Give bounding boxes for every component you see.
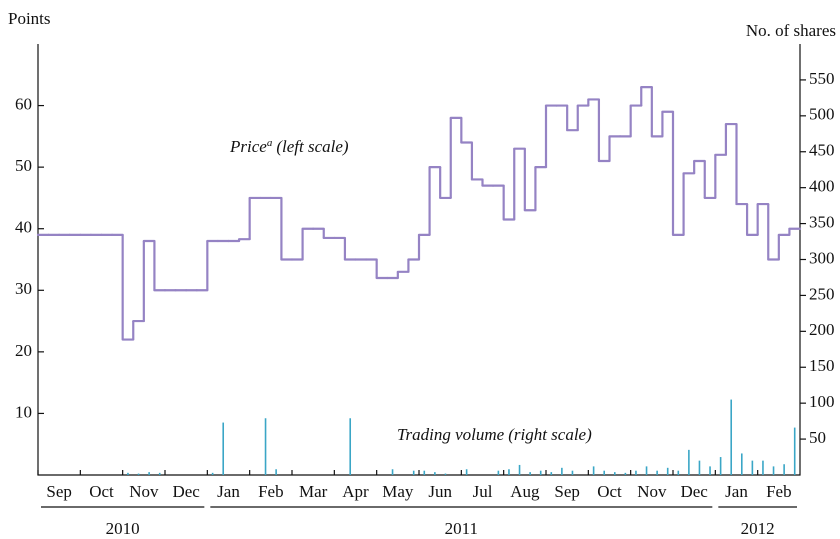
volume-bar (550, 472, 553, 475)
volume-bar (539, 470, 542, 475)
volume-bar (561, 467, 563, 475)
volume-bar (412, 470, 415, 475)
volume-bar (423, 470, 426, 475)
volume-bar (677, 470, 680, 475)
annotation-note: a (267, 137, 273, 149)
volume-bar (518, 464, 521, 475)
volume-bar (666, 467, 669, 475)
x-tick-label: Oct (597, 482, 622, 501)
volume-bar (688, 449, 690, 475)
annotation-suffix: (left scale) (276, 137, 349, 156)
y-tick-label: 60 (15, 94, 32, 113)
y2-tick-label: 400 (809, 177, 835, 196)
volume-bar (592, 466, 595, 475)
y2-tick-label: 50 (809, 428, 826, 447)
annotation-text: Trading volume (397, 425, 505, 444)
year-label: 2010 (106, 519, 140, 538)
x-tick-label: Sep (46, 482, 72, 501)
volume-bar (730, 399, 733, 475)
x-tick-label: Jun (428, 482, 452, 501)
volume-bar (740, 453, 743, 475)
volume-bar (571, 470, 574, 475)
x-tick-label: Mar (299, 482, 328, 501)
x-tick-label: Dec (172, 482, 200, 501)
x-tick-label: May (382, 482, 414, 501)
volume-bar (635, 470, 637, 475)
x-tick-label: Feb (258, 482, 284, 501)
annotation-suffix: (right scale) (508, 425, 592, 444)
y2-tick-label: 150 (809, 356, 835, 375)
volume-bar (656, 470, 658, 475)
y-tick-label: 10 (15, 402, 32, 421)
y2-tick-label: 500 (809, 105, 835, 124)
volume-bar (719, 457, 722, 475)
y2-tick-label: 250 (809, 284, 835, 303)
y2-axis-title: No. of shares (746, 21, 836, 40)
volume-annotation: Trading volume (right scale) (397, 425, 592, 444)
volume-bar (698, 460, 701, 475)
volume-bar (127, 472, 129, 475)
volume-bar (613, 472, 616, 475)
volume-bar (137, 473, 140, 475)
year-label: 2012 (741, 519, 775, 538)
x-tick-label: Apr (342, 482, 369, 501)
x-tick-label: Nov (129, 482, 159, 501)
volume-bar (751, 460, 754, 475)
year-label: 2011 (445, 519, 478, 538)
y2-tick-label: 200 (809, 320, 835, 339)
y-tick-label: 20 (15, 341, 32, 360)
volume-bar (603, 470, 606, 475)
y-tick-label: 30 (15, 279, 32, 298)
volume-bar (783, 464, 785, 475)
volume-bar (222, 422, 225, 475)
volume-bar (709, 466, 711, 475)
y-tick-label: 40 (15, 218, 32, 237)
volume-bar (465, 469, 468, 475)
x-tick-label: Dec (680, 482, 708, 501)
volume-bar (444, 473, 447, 475)
volume-bar (793, 427, 796, 475)
volume-bar (158, 472, 161, 475)
x-tick-label: Aug (510, 482, 540, 501)
y2-tick-label: 100 (809, 392, 835, 411)
volume-bar (762, 460, 764, 475)
volume-bar (772, 466, 775, 475)
y2-tick-label: 300 (809, 248, 835, 267)
x-tick-label: Jul (473, 482, 493, 501)
volume-bar (645, 466, 648, 475)
y-tick-label: 50 (15, 156, 32, 175)
price-annotation: Pricea (left scale) (229, 137, 349, 156)
y-axis-title: Points (8, 9, 51, 28)
volume-bar (349, 418, 352, 475)
x-tick-label: Jan (725, 482, 748, 501)
volume-bar (264, 418, 267, 475)
x-tick-label: Sep (554, 482, 580, 501)
volume-bar (624, 472, 627, 475)
volume-bar (148, 472, 150, 475)
volume-bar (391, 469, 394, 475)
x-tick-label: Nov (637, 482, 667, 501)
annotation-text: Price (229, 137, 267, 156)
volume-bar (508, 469, 510, 475)
x-tick-label: Feb (766, 482, 792, 501)
x-tick-label: Oct (89, 482, 114, 501)
y2-tick-label: 450 (809, 141, 835, 160)
volume-bar (211, 472, 214, 475)
y2-tick-label: 350 (809, 212, 835, 231)
volume-bar (529, 472, 531, 475)
volume-bar (275, 469, 277, 475)
y2-tick-label: 550 (809, 69, 835, 88)
volume-bar (434, 472, 436, 475)
volume-bar (497, 470, 500, 475)
x-tick-label: Jan (217, 482, 240, 501)
